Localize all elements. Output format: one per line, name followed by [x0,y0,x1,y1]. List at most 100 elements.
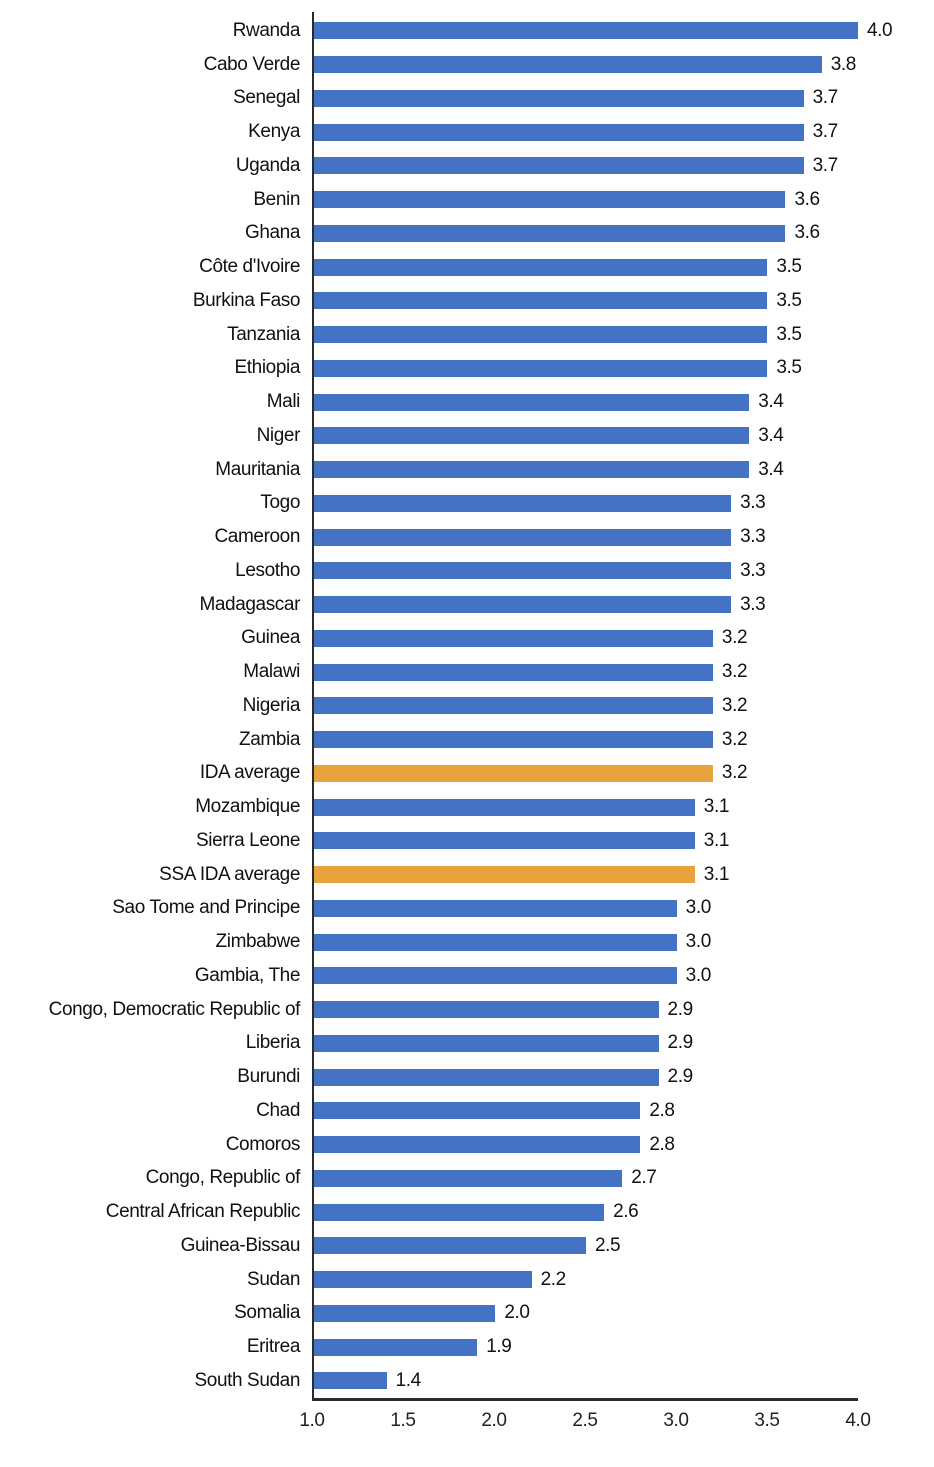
value-label: 3.1 [703,796,730,818]
bar [314,191,786,209]
bar [314,697,713,715]
category-label: Tanzania [227,323,300,345]
bar-row: Ghana 3.6 [0,217,934,251]
bar-row: Guinea-Bissau 2.5 [0,1229,934,1263]
bar [314,393,750,411]
value-label: 2.8 [649,1133,675,1155]
bar-track: 3.5 [314,324,858,346]
bar-row: Sao Tome and Principe 3.0 [0,892,934,926]
value-label: 3.7 [812,121,839,143]
bar-track: 2.8 [314,1134,858,1156]
category-label: Central African Republic [105,1201,301,1223]
bar-track: 2.5 [314,1235,858,1257]
bar [314,359,768,377]
category-label: Zambia [239,728,300,750]
category-label: Ghana [244,222,300,244]
value-label: 3.1 [703,829,730,851]
bar [314,1271,532,1289]
bar [314,899,677,917]
bar-row: Kenya 3.7 [0,115,934,149]
bar-track: 3.6 [314,222,858,244]
value-label: 3.3 [740,492,766,514]
value-label: 3.3 [740,526,766,548]
bar-row: Mali 3.4 [0,385,934,419]
bar-track: 2.8 [314,1100,858,1122]
bar [314,1203,605,1221]
value-label: 3.0 [685,931,712,953]
bar-row: Burundi 2.9 [0,1060,934,1094]
value-label: 2.9 [667,1032,694,1054]
bar-row: Rwanda 4.0 [0,14,934,48]
value-label: 2.5 [595,1234,621,1256]
bar-row: Congo, Democratic Republic of 2.9 [0,993,934,1027]
bar [314,629,713,647]
value-label: 3.0 [685,897,712,919]
category-label: Cabo Verde [203,53,301,75]
bar-track: 3.2 [314,627,858,649]
bar-row: Madagascar 3.3 [0,588,934,622]
bar-track: 3.4 [314,459,858,481]
value-label: 3.4 [758,458,784,480]
value-label: 3.3 [740,559,766,581]
bar [314,596,732,614]
bar-track: 3.7 [314,121,858,143]
value-label: 3.5 [776,256,802,278]
bar [314,1068,659,1086]
bar-track: 1.9 [314,1336,858,1358]
x-tick-label: 2.5 [572,1410,598,1431]
value-label: 2.7 [631,1167,657,1189]
x-tick-label: 3.0 [663,1410,689,1431]
bar-row: Sudan 2.2 [0,1263,934,1297]
value-label: 3.5 [776,357,802,379]
bar-row: South Sudan 1.4 [0,1364,934,1398]
bar-row: Mozambique 3.1 [0,790,934,824]
bar-track: 3.5 [314,290,858,312]
bar [314,258,768,276]
bar-row: Lesotho 3.3 [0,554,934,588]
bar [314,832,695,850]
bar-row: Nigeria 3.2 [0,689,934,723]
bar-track: 1.4 [314,1370,858,1392]
category-label: Comoros [225,1133,301,1155]
category-label: Madagascar [199,593,300,615]
bar [314,1372,387,1390]
bar-track: 3.5 [314,256,858,278]
bar [314,123,804,141]
bar-row: Cameroon 3.3 [0,520,934,554]
bar-track: 3.3 [314,594,858,616]
y-axis-line [312,12,314,1399]
bar-track: 3.5 [314,357,858,379]
bar [314,1136,641,1154]
category-label: Burkina Faso [192,289,301,311]
bar-track: 3.7 [314,87,858,109]
bar [314,528,732,546]
bar [314,663,713,681]
value-label: 2.8 [649,1099,675,1121]
value-label: 3.2 [721,728,748,750]
category-label: Chad [256,1099,300,1121]
value-label: 3.3 [740,593,766,615]
bar-track: 3.1 [314,864,858,886]
bar-row: Burkina Faso 3.5 [0,284,934,318]
bar-track: 2.9 [314,999,858,1021]
bar-track: 3.4 [314,425,858,447]
bar [314,1102,641,1120]
bar [314,731,713,749]
category-label: Guinea [241,627,300,649]
value-label: 1.9 [486,1336,512,1358]
category-label: Rwanda [232,19,301,41]
bar-row: Central African Republic 2.6 [0,1195,934,1229]
category-label: Cameroon [214,526,300,548]
bar [314,461,750,479]
bar-track: 3.0 [314,965,858,987]
bar [314,798,695,816]
bar-row: Comoros 2.8 [0,1128,934,1162]
bar-track: 3.3 [314,492,858,514]
category-label: Senegal [233,87,300,109]
bar-track: 3.1 [314,796,858,818]
value-label: 3.2 [721,661,748,683]
bar [314,157,804,175]
category-label: Kenya [248,121,300,143]
bar-row: Tanzania 3.5 [0,318,934,352]
value-label: 3.0 [685,964,712,986]
